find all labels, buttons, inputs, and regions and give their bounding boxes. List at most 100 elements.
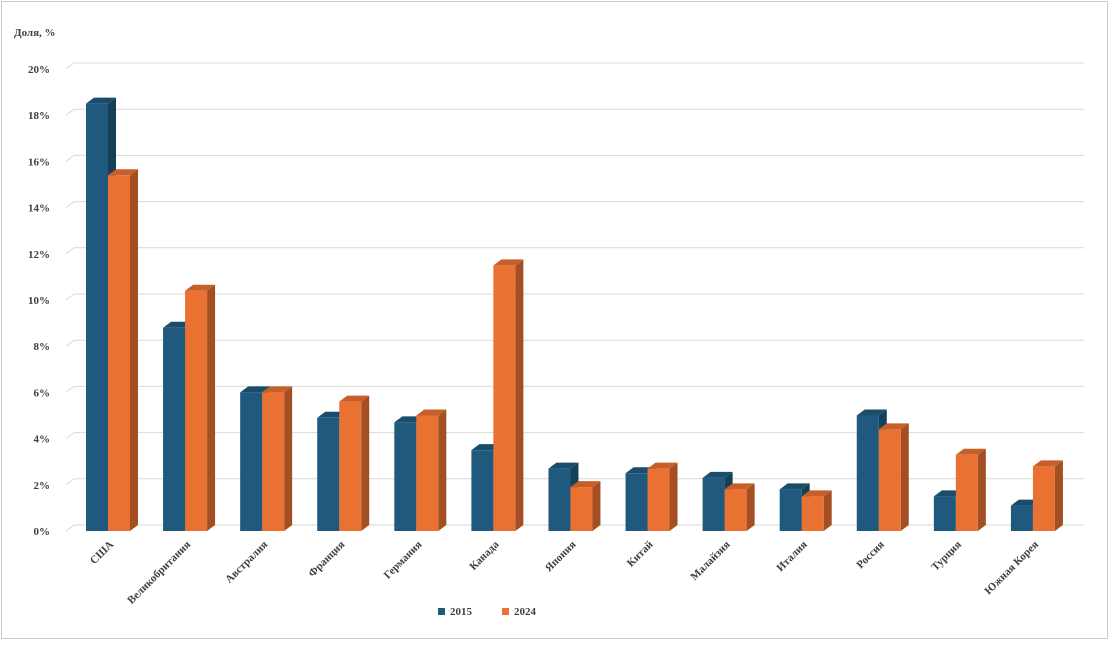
bar-front: [108, 175, 130, 531]
bar-side: [746, 483, 755, 531]
y-tick-label: 0%: [34, 526, 51, 538]
category-label: Германия: [382, 539, 425, 582]
bar-top: [724, 483, 755, 490]
y-tick-label: 10%: [28, 295, 50, 307]
y-tick-label: 6%: [34, 387, 51, 399]
gridline-depth: [65, 154, 75, 162]
bar-top: [1032, 460, 1063, 467]
bar-top: [955, 448, 986, 455]
bar-front: [163, 327, 186, 531]
category-label: Южная Корея: [982, 539, 1041, 598]
gridlines: [65, 62, 1084, 532]
bar-top: [108, 169, 138, 176]
legend-label-2015: 2015: [450, 606, 473, 618]
bar-top: [647, 462, 678, 469]
category-label: Малайзия: [688, 539, 732, 583]
category-label: Япония: [543, 539, 579, 575]
bar-side: [438, 409, 447, 531]
legend-swatch-2024: [502, 608, 509, 615]
bar-top: [548, 462, 579, 469]
bar-front: [471, 450, 494, 531]
gridline-depth: [65, 385, 75, 393]
y-tick-labels: 0% 2% 4% 6% 8% 10% 12% 14% 16% 18% 20%: [28, 64, 50, 538]
bar-side: [207, 284, 216, 531]
bar-front: [394, 422, 417, 531]
bar-front: [493, 265, 516, 531]
y-tick-label: 8%: [34, 341, 51, 353]
bar-side: [515, 259, 524, 531]
bar-front: [801, 496, 824, 531]
bar-front: [856, 415, 879, 531]
y-tick-label: 4%: [34, 434, 51, 446]
category-label: Турция: [929, 539, 964, 574]
bar-2024-1: [108, 169, 138, 531]
bar-top: [339, 395, 370, 402]
bar-side: [669, 462, 678, 531]
gridline-depth: [65, 201, 75, 209]
gridline-depth: [65, 524, 75, 532]
bar-side: [823, 490, 832, 531]
bar-2024-5: [416, 409, 447, 531]
bar-2024-2: [185, 284, 216, 531]
y-tick-label: 16%: [28, 156, 50, 168]
bar-front: [647, 468, 670, 531]
bar-2024-6: [493, 259, 524, 531]
bar-2024-13: [1032, 460, 1063, 531]
category-label: Италия: [774, 539, 809, 574]
bar-2024-4: [339, 395, 370, 531]
bar-top: [702, 471, 733, 478]
bar-side: [130, 169, 138, 531]
bar-side: [284, 386, 293, 531]
legend-label-2024: 2024: [514, 606, 537, 618]
gridline-depth: [65, 478, 75, 486]
bar-front: [339, 401, 362, 531]
bar-top: [570, 481, 601, 488]
bar-front: [933, 496, 956, 531]
bar-front: [1010, 505, 1033, 531]
category-label: Австралия: [223, 539, 270, 586]
bar-top: [185, 284, 216, 291]
bar-top: [856, 409, 887, 416]
bar-front: [262, 392, 285, 531]
bar-front: [702, 477, 725, 531]
bar-2024-10: [801, 490, 832, 531]
category-labels: США Великобритания Австралия Франция Германи…: [88, 538, 1041, 606]
bar-front: [185, 290, 208, 531]
bar-top: [779, 483, 810, 490]
category-label: США: [88, 539, 116, 567]
bar-top: [86, 97, 116, 104]
category-label: Китай: [625, 538, 656, 569]
bar-top: [801, 490, 832, 497]
bar-2024-7: [570, 481, 601, 531]
bar-top: [416, 409, 447, 416]
bar-front: [625, 473, 648, 531]
bar-2024-9: [724, 483, 755, 531]
gridline-depth: [65, 62, 75, 70]
bar-front: [955, 454, 978, 531]
bar-side: [977, 448, 986, 531]
legend-swatch-2015: [438, 608, 445, 615]
bar-side: [900, 423, 909, 531]
bar-side: [361, 395, 370, 531]
category-label: Великобритания: [125, 539, 193, 607]
category-label: Россия: [854, 539, 887, 572]
bar-2024-12: [955, 448, 986, 531]
bar-top: [240, 386, 271, 393]
y-tick-label: 12%: [28, 249, 50, 261]
bar-side: [1054, 460, 1063, 531]
bar-front: [416, 415, 439, 531]
bar-top: [493, 259, 524, 266]
bar-2024-3: [262, 386, 293, 531]
y-axis-title: Доля, %: [14, 27, 56, 39]
category-label: Франция: [306, 539, 347, 580]
category-label: Канада: [467, 538, 501, 572]
bars: [86, 97, 1063, 532]
bar-front: [1032, 466, 1055, 531]
gridline-depth: [65, 432, 75, 440]
y-tick-label: 20%: [28, 64, 50, 76]
legend: 2015 2024: [438, 606, 537, 618]
bar-front: [779, 489, 802, 531]
gridline-depth: [65, 339, 75, 347]
